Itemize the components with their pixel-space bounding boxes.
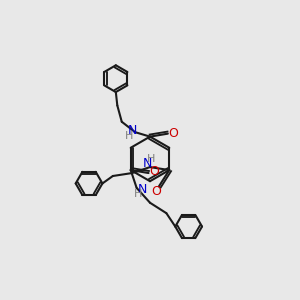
Text: O: O <box>151 185 161 198</box>
Text: H: H <box>124 131 133 141</box>
Text: N: N <box>138 183 147 196</box>
Text: H: H <box>146 154 155 164</box>
Text: O: O <box>149 165 159 178</box>
Text: H: H <box>134 189 142 200</box>
Text: N: N <box>128 124 137 137</box>
Text: N: N <box>142 157 152 170</box>
Text: O: O <box>168 127 178 140</box>
